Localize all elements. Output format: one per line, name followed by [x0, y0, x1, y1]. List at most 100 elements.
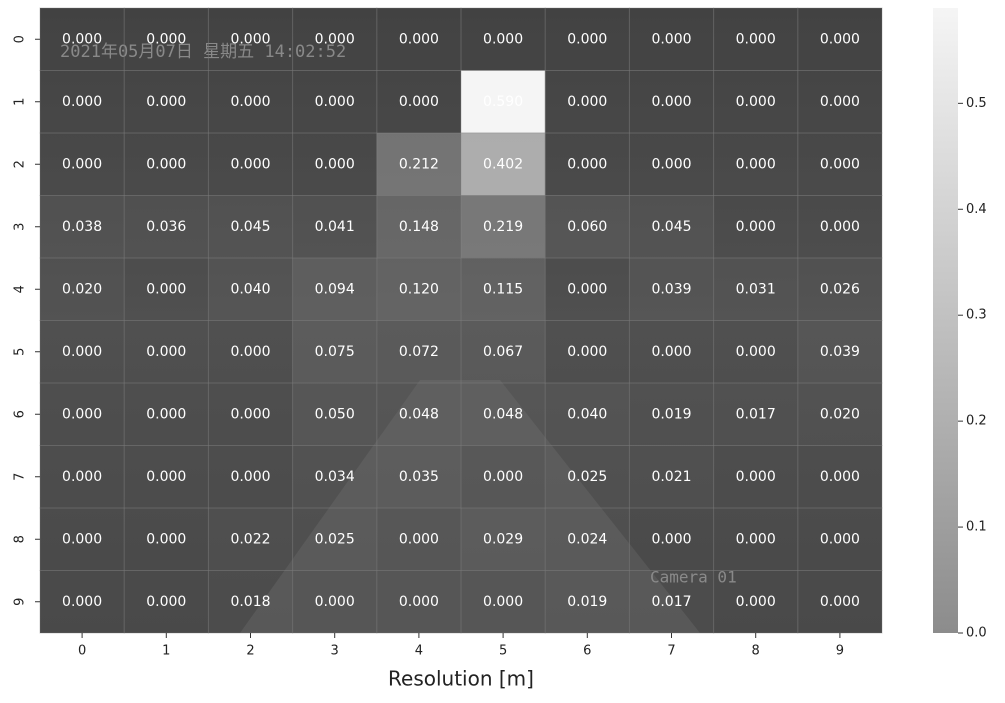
- cell-label: 0.034: [315, 469, 355, 485]
- x-tick-label: 7: [667, 644, 675, 659]
- cell-label: 0.000: [62, 594, 102, 610]
- cell-label: 0.000: [820, 31, 860, 47]
- cell-label: 0.040: [567, 406, 607, 422]
- cell-label: 0.000: [62, 31, 102, 47]
- cell-label: 0.000: [736, 531, 776, 547]
- cell-label: 0.000: [62, 406, 102, 422]
- cell-label: 0.000: [230, 31, 270, 47]
- cell-label: 0.000: [736, 94, 776, 110]
- colorbar: [933, 8, 958, 633]
- cell-label: 0.075: [315, 344, 355, 360]
- y-tick-label: 6: [13, 410, 28, 418]
- x-axis-label: Resolution [m]: [388, 667, 534, 691]
- chart: 2021年05月07日 星期五 14:02:52 Camera 01 Resol…: [0, 0, 1005, 699]
- x-tick-label: 5: [499, 644, 507, 659]
- cell-label: 0.029: [483, 531, 523, 547]
- cell-label: 0.019: [567, 594, 607, 610]
- cell-label: 0.000: [62, 469, 102, 485]
- cell-label: 0.148: [399, 219, 439, 235]
- cell-label: 0.035: [399, 469, 439, 485]
- cell-label: 0.000: [62, 344, 102, 360]
- y-tick-label: 1: [13, 98, 28, 106]
- colorbar-tick-label: 0.5: [966, 96, 987, 111]
- cell-label: 0.000: [820, 219, 860, 235]
- cell-label: 0.020: [62, 281, 102, 297]
- cell-label: 0.000: [146, 594, 186, 610]
- cell-label: 0.045: [651, 219, 691, 235]
- cell-label: 0.000: [820, 531, 860, 547]
- x-tick-label: 3: [331, 644, 339, 659]
- cell-label: 0.000: [146, 94, 186, 110]
- cell-label: 0.045: [230, 219, 270, 235]
- cell-label: 0.000: [399, 594, 439, 610]
- y-tick-label: 3: [13, 223, 28, 231]
- cell-label: 0.000: [820, 94, 860, 110]
- cell-label: 0.000: [736, 156, 776, 172]
- x-tick-label: 4: [415, 644, 423, 659]
- cell-label: 0.000: [230, 94, 270, 110]
- cell-label: 0.000: [567, 156, 607, 172]
- y-tick-label: 7: [13, 473, 28, 481]
- cell-label: 0.000: [483, 31, 523, 47]
- cell-label: 0.000: [230, 156, 270, 172]
- cell-label: 0.000: [399, 531, 439, 547]
- cell-label: 0.025: [567, 469, 607, 485]
- cell-label: 0.094: [315, 281, 355, 297]
- cell-label: 0.000: [736, 594, 776, 610]
- cell-label: 0.000: [146, 469, 186, 485]
- cell-label: 0.021: [651, 469, 691, 485]
- cell-label: 0.000: [651, 156, 691, 172]
- cell-label: 0.000: [820, 469, 860, 485]
- cell-label: 0.018: [230, 594, 270, 610]
- cell-label: 0.039: [820, 344, 860, 360]
- cell-label: 0.000: [736, 344, 776, 360]
- cell-label: 0.000: [567, 94, 607, 110]
- cell-label: 0.000: [567, 31, 607, 47]
- cell-label: 0.000: [230, 469, 270, 485]
- x-tick-label: 6: [583, 644, 591, 659]
- cell-label: 0.000: [399, 31, 439, 47]
- cell-label: 0.000: [651, 31, 691, 47]
- cell-label: 0.000: [62, 531, 102, 547]
- cell-label: 0.067: [483, 344, 523, 360]
- colorbar-tick-label: 0.4: [966, 202, 987, 217]
- cell-label: 0.025: [315, 531, 355, 547]
- cell-label: 0.000: [736, 31, 776, 47]
- cell-label: 0.000: [315, 594, 355, 610]
- cell-label: 0.000: [651, 344, 691, 360]
- cell-label: 0.000: [315, 156, 355, 172]
- cell-label: 0.212: [399, 156, 439, 172]
- cell-label: 0.026: [820, 281, 860, 297]
- cell-label: 0.048: [483, 406, 523, 422]
- cell-label: 0.039: [651, 281, 691, 297]
- cell-label: 0.050: [315, 406, 355, 422]
- cell-label: 0.060: [567, 219, 607, 235]
- cell-label: 0.000: [567, 344, 607, 360]
- cell-label: 0.041: [315, 219, 355, 235]
- y-tick-label: 8: [13, 535, 28, 543]
- y-tick-label: 2: [13, 160, 28, 168]
- cell-label: 0.022: [230, 531, 270, 547]
- colorbar-tick-label: 0.2: [966, 414, 987, 429]
- cell-label: 0.072: [399, 344, 439, 360]
- x-tick-label: 2: [246, 644, 254, 659]
- cell-label: 0.000: [483, 594, 523, 610]
- cell-label: 0.000: [820, 594, 860, 610]
- cell-label: 0.000: [146, 156, 186, 172]
- cell-label: 0.024: [567, 531, 607, 547]
- cell-label: 0.000: [399, 94, 439, 110]
- colorbar-tick-label: 0.1: [966, 520, 987, 535]
- cell-label: 0.000: [315, 31, 355, 47]
- cell-label: 0.020: [820, 406, 860, 422]
- cell-label: 0.000: [146, 531, 186, 547]
- colorbar-tick-label: 0.3: [966, 308, 987, 323]
- cell-label: 0.048: [399, 406, 439, 422]
- cell-label: 0.000: [146, 406, 186, 422]
- cell-label: 0.120: [399, 281, 439, 297]
- cell-label: 0.219: [483, 219, 523, 235]
- x-tick-label: 1: [162, 644, 170, 659]
- cell-label: 0.000: [651, 94, 691, 110]
- cell-label: 0.402: [483, 156, 523, 172]
- y-tick-label: 5: [13, 348, 28, 356]
- x-tick-label: 0: [78, 644, 86, 659]
